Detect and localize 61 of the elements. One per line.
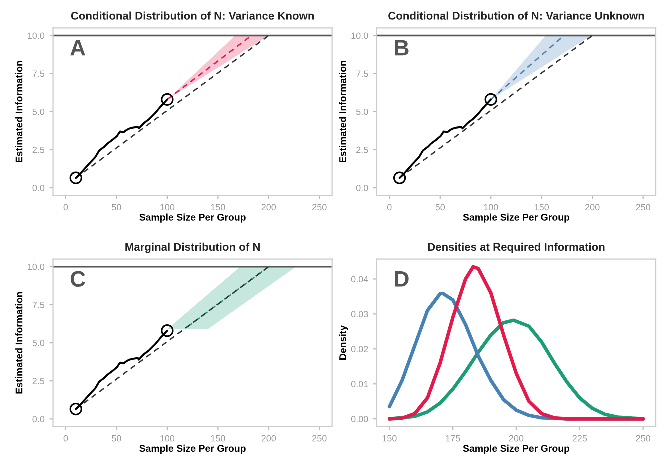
y-tick-label: 10.0 xyxy=(352,32,368,40)
x-tick-label: 250 xyxy=(312,435,327,442)
x-tick-label: 100 xyxy=(484,204,498,211)
line-series xyxy=(388,265,646,421)
y-tick-label: 2.5 xyxy=(32,378,45,384)
x-tick-label: 100 xyxy=(160,204,175,211)
chart-title: Conditional Distribution of N: Variance Known xyxy=(71,12,314,20)
y-tick-label: 2.5 xyxy=(32,146,45,154)
y-axis-title: Estimated Information xyxy=(339,61,346,163)
y-tick-label: 0.00 xyxy=(351,416,368,422)
annotation: B xyxy=(395,40,409,56)
x-tick-label: 175 xyxy=(446,435,460,442)
x-tick-label: 150 xyxy=(211,435,226,442)
y-tick-label: 0.04 xyxy=(351,276,368,283)
x-axis-title: Sample Size Per Group xyxy=(140,214,246,223)
x-tick-label: 50 xyxy=(112,204,122,211)
x-tick-label: 100 xyxy=(160,435,175,442)
x-axis-title: Sample Size Per Group xyxy=(463,444,570,454)
y-tick-label: 5.0 xyxy=(32,108,45,116)
x-tick-label: 225 xyxy=(572,435,588,442)
x-tick-label: 150 xyxy=(382,435,397,442)
y-axis-title: Density xyxy=(339,326,348,360)
x-tick-label: 200 xyxy=(262,204,276,211)
y-tick-label: 7.5 xyxy=(356,70,368,78)
x-axis-title: Sample Size Per Group xyxy=(140,444,246,454)
x-tick-label: 200 xyxy=(262,435,276,442)
y-axis-title: Estimated Information xyxy=(16,292,23,394)
x-axis-title: Sample Size Per Group xyxy=(463,214,570,223)
y-tick-label: 0.03 xyxy=(351,311,368,318)
x-tick-label: 250 xyxy=(312,204,327,211)
y-tick-label: 7.5 xyxy=(32,302,45,308)
x-tick-label: 200 xyxy=(586,204,600,211)
x-tick-label: 150 xyxy=(211,204,226,211)
y-tick-label: 5.0 xyxy=(356,108,368,116)
y-tick-label: 10.0 xyxy=(28,32,45,40)
x-tick-label: 50 xyxy=(112,435,122,442)
x-tick-label: 150 xyxy=(535,204,550,211)
x-tick-label: 0 xyxy=(64,435,68,442)
annotation: A xyxy=(70,40,86,56)
x-tick-label: 0 xyxy=(387,204,392,211)
x-tick-label: 50 xyxy=(436,204,446,211)
x-tick-label: 250 xyxy=(636,435,651,442)
y-tick-label: 10.0 xyxy=(28,264,45,270)
y-tick-label: 0.0 xyxy=(32,416,45,423)
y-tick-label: 2.5 xyxy=(356,146,368,154)
annotation: C xyxy=(70,271,86,288)
y-tick-label: 0.01 xyxy=(351,381,368,388)
x-tick-label: 0 xyxy=(64,204,68,211)
y-tick-label: 5.0 xyxy=(32,340,45,346)
annotation: D xyxy=(395,272,409,287)
x-tick-label: 200 xyxy=(509,435,524,442)
chart-title: Conditional Distribution of N: Variance Unknown xyxy=(388,12,644,20)
chart-title: Densities at Required Information xyxy=(428,242,605,254)
line-series xyxy=(187,266,270,328)
y-axis-title: Estimated Information xyxy=(16,61,23,163)
y-tick-label: 7.5 xyxy=(32,70,45,78)
y-tick-label: 0.02 xyxy=(351,346,368,353)
y-tick-label: 0.0 xyxy=(32,184,45,192)
chart-title: Marginal Distribution of N xyxy=(126,242,260,254)
x-tick-label: 250 xyxy=(636,204,651,211)
y-tick-label: 0.0 xyxy=(356,184,368,192)
